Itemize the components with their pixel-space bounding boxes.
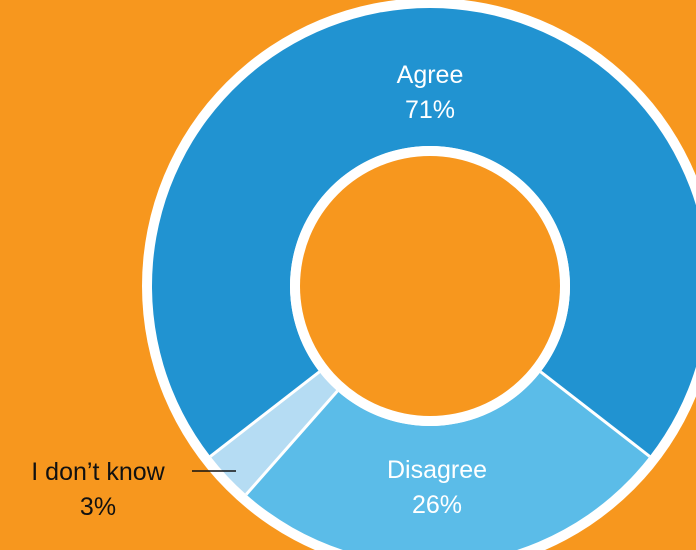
slice-disagree-label: Disagree bbox=[387, 456, 487, 484]
slice-dont-know bbox=[210, 371, 338, 495]
slice-separator bbox=[539, 370, 651, 458]
slice-agree bbox=[152, 7, 696, 457]
donut-hole bbox=[300, 156, 560, 416]
slice-dont-know-value-label: 3% bbox=[80, 493, 116, 521]
slice-disagree-value-label: 26% bbox=[412, 491, 462, 519]
slice-agree-value-label: 71% bbox=[405, 96, 455, 124]
slice-agree-label: Agree bbox=[397, 61, 464, 89]
slice-separator bbox=[209, 370, 321, 458]
slice-disagree bbox=[246, 371, 650, 550]
slice-separator bbox=[245, 390, 339, 496]
slice-dont-know-label: I don’t know bbox=[31, 458, 165, 486]
